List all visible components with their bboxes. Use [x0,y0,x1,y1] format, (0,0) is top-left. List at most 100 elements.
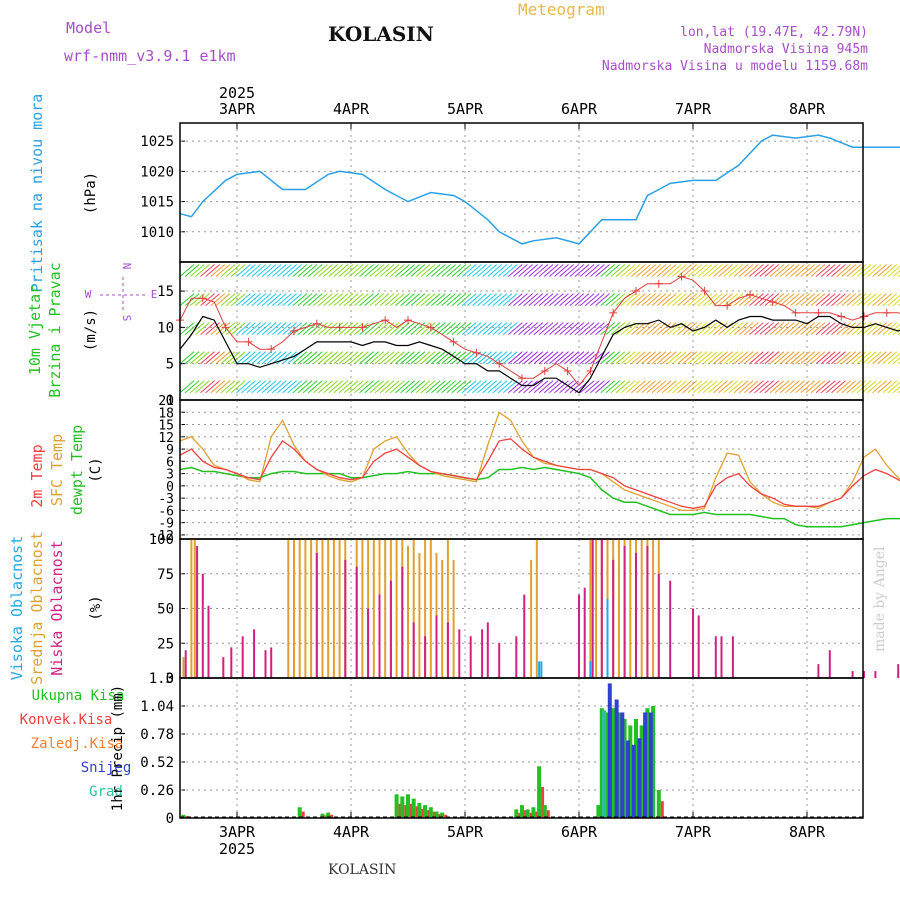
wind-barb [605,351,621,365]
wind-barb [451,293,467,306]
wind-barb [595,351,610,365]
wind-barb [569,351,585,365]
wind-barb [759,322,775,336]
wind-barb [395,351,410,365]
wind-barb [261,322,277,336]
wind-barb [523,351,539,365]
wind-barb [266,293,282,306]
wind-barb [492,380,508,394]
wind-barb [415,293,431,306]
wind-barb [179,322,195,336]
wind-barb [302,293,318,306]
wind-barb [584,322,600,336]
wind-barb [774,380,790,394]
wind-barb [779,380,795,394]
wind-barb [867,293,882,306]
wind-barb [487,264,503,277]
wind-barb [800,322,816,336]
wind-gust-marker [267,345,276,354]
wind-barb [554,322,569,336]
wind-barb [215,351,231,365]
cloud-bar [446,622,449,678]
wind-barb [261,264,277,277]
wind-barb [882,380,898,394]
wind-barb [241,322,256,336]
cloud-bar [600,539,603,678]
wind-barb [518,351,533,365]
wind-barb [728,322,744,336]
wind-barb [333,322,349,336]
precip-conv-bar [427,810,431,818]
wind-gust-marker [449,337,458,346]
wind-barb [230,322,246,336]
wind-barb [189,264,205,277]
wind-barb [287,293,303,306]
wind-barb [790,380,805,394]
top-date-label: 6APR [561,100,598,118]
wind-gust-marker [860,312,868,321]
cloud-bar [378,594,381,678]
model-label: Model [66,19,112,37]
wind-barb [754,293,769,306]
wind-barb [590,322,605,336]
wind-barb [661,351,677,365]
wind-barb [205,322,220,336]
wind-barb [882,293,898,306]
wind-barb [646,380,662,394]
wind-barb [754,351,769,365]
wind-barb [456,293,472,306]
compass-cross [100,277,146,312]
wind-barb [651,322,667,336]
wind-barb [400,351,415,365]
wind-barb [251,264,267,277]
wind-barb [420,380,436,394]
wind-barb [215,322,231,336]
cloud-bar [578,594,580,678]
wind-barb [656,351,672,365]
bottom-date-label: 8APR [789,823,826,841]
cloud-bar [321,539,324,678]
wind-barb [636,322,651,336]
precip-conv-bar [410,803,413,818]
wind-barb [477,380,492,394]
wind-barb [328,380,344,394]
wind-barb [195,380,210,394]
wind-barb [667,380,682,394]
wind-barb [610,293,626,306]
wind-barb [369,351,385,365]
wind-barb [713,351,728,365]
wind-barb [625,264,641,277]
wind-barb [554,351,569,365]
wind-barb [282,264,297,277]
cloud-ytick-label: 0 [166,671,174,687]
wind-barb [625,380,641,394]
wind-barb [610,264,626,277]
wind-barb [826,351,841,365]
wind-barb [672,264,687,277]
cloud-ytick-label: 100 [149,532,174,548]
wind-barb [600,351,615,365]
wind-barb [431,322,446,336]
wind-barb [702,293,718,306]
wind-barb [313,293,328,306]
wind-barb [318,264,333,277]
compass-west: W [85,288,92,301]
wind-barb [497,351,513,365]
wind-barb [538,264,554,277]
wind-barb [569,293,585,306]
temp-ytick-label: 9 [166,443,174,458]
wind-barb [492,322,508,336]
wind-barb [718,351,733,365]
wind-barb [477,322,492,336]
wind-barb [774,351,790,365]
wind-barb [251,380,267,394]
wind-gust-marker [540,366,549,375]
wind-barb [348,293,364,306]
wind-gust-marker [312,319,321,328]
bottom-date-label: 5APR [447,823,484,841]
wind-barb [856,322,872,336]
wind-barb [708,264,723,277]
wind-barb [246,322,262,336]
wind-barb [292,293,308,306]
wind-barb [292,351,308,365]
